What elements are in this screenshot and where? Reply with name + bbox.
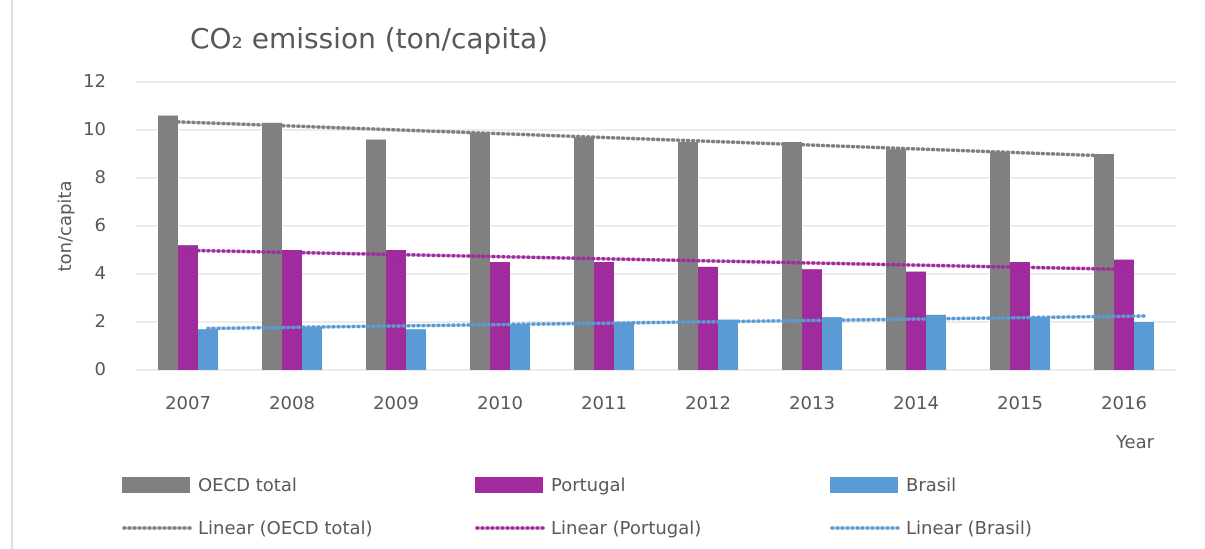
trendline (186, 248, 1126, 272)
bar (302, 326, 322, 370)
bar (906, 271, 926, 370)
bar (614, 322, 634, 370)
bar (158, 115, 178, 370)
x-tick-label: 2012 (685, 393, 731, 414)
trendline (206, 314, 1146, 331)
y-tick-label: 2 (95, 311, 106, 332)
y-tick-label: 8 (95, 167, 106, 188)
legend-swatch (122, 477, 190, 493)
bar (178, 245, 198, 370)
bar (822, 317, 842, 370)
x-tick-label: 2010 (477, 393, 523, 414)
bar (1010, 262, 1030, 370)
bar (886, 149, 906, 370)
bar (198, 329, 218, 370)
x-tick-label: 2008 (269, 393, 315, 414)
x-tick-label: 2009 (373, 393, 419, 414)
bar (262, 122, 282, 370)
bar (782, 142, 802, 370)
y-axis-label: ton/capita (55, 181, 76, 272)
bar (470, 132, 490, 370)
bar (678, 142, 698, 370)
legend-swatch (475, 477, 543, 493)
x-tick-label: 2007 (165, 393, 211, 414)
y-tick-label: 10 (83, 119, 106, 140)
bar (1030, 317, 1050, 370)
bar (718, 319, 738, 370)
bar (282, 250, 302, 370)
bar (406, 329, 426, 370)
chart-title: CO₂ emission (ton/capita) (190, 22, 548, 55)
x-tick-label: 2016 (1101, 393, 1147, 414)
x-tick-label: 2015 (997, 393, 1043, 414)
bar (366, 139, 386, 370)
legend-label: Linear (Brasil) (906, 518, 1032, 539)
x-axis-label: Year (1115, 432, 1155, 453)
trendline (166, 119, 1106, 158)
legend-swatch (830, 477, 898, 493)
x-tick-label: 2013 (789, 393, 835, 414)
bar (1134, 322, 1154, 370)
legend-label: Linear (OECD total) (198, 518, 373, 539)
legend-label: Brasil (906, 475, 956, 496)
bar (386, 250, 406, 370)
bar (698, 266, 718, 370)
bar (990, 151, 1010, 370)
y-tick-label: 4 (95, 263, 106, 284)
y-tick-label: 12 (83, 71, 106, 92)
bar (594, 262, 614, 370)
y-tick-label: 0 (95, 359, 106, 380)
x-tick-label: 2011 (581, 393, 627, 414)
legend-label: Portugal (551, 475, 626, 496)
legend-label: Linear (Portugal) (551, 518, 701, 539)
x-tick-label: 2014 (893, 393, 939, 414)
y-tick-label: 6 (95, 215, 106, 236)
bar (1094, 154, 1114, 370)
bar (510, 324, 530, 370)
bar (926, 314, 946, 370)
bar (490, 262, 510, 370)
bar (574, 137, 594, 370)
legend-label: OECD total (198, 475, 297, 496)
